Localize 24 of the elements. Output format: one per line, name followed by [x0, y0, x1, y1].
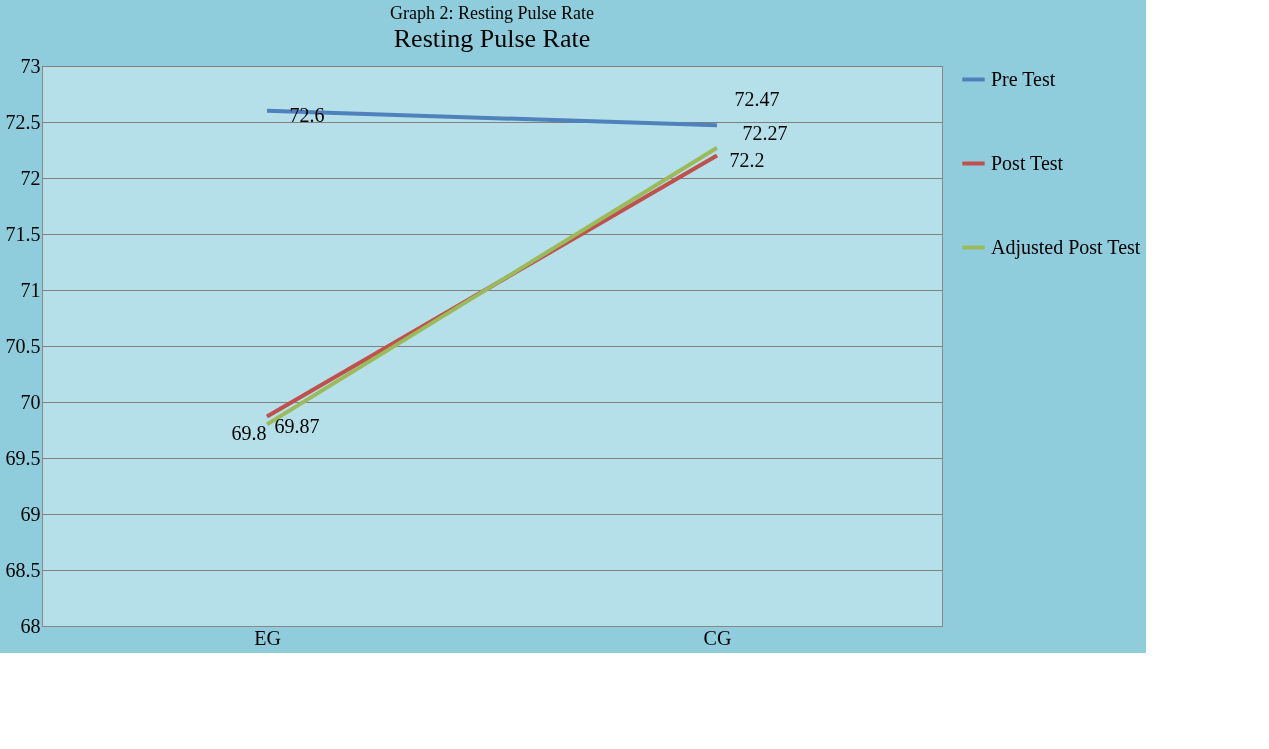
y-tick-label: 72.5: [5, 110, 41, 133]
chart-title: Graph 2: Resting Pulse Rate: [390, 3, 594, 23]
legend-label: Post Test: [991, 151, 1064, 174]
data-label: 72.6: [289, 103, 325, 126]
data-label: 69.87: [274, 414, 320, 437]
data-label: 69.8: [231, 422, 267, 445]
chart-subtitle: Resting Pulse Rate: [393, 24, 591, 53]
y-tick-label: 70: [20, 390, 41, 413]
y-tick-label: 68: [20, 614, 41, 637]
y-tick-label: 68.5: [5, 558, 41, 581]
y-tick-label: 72: [20, 166, 41, 189]
data-label: 72.47: [734, 88, 780, 111]
y-tick-label: 69: [20, 502, 41, 525]
legend-label: Pre Test: [991, 67, 1056, 90]
y-tick-label: 71: [20, 278, 41, 301]
x-tick-label: CG: [703, 626, 732, 649]
data-label: 72.27: [742, 121, 788, 144]
y-tick-label: 69.5: [5, 446, 41, 469]
y-tick-label: 70.5: [5, 334, 41, 357]
legend-label: Adjusted Post Test: [991, 235, 1141, 259]
data-label: 72.2: [729, 148, 765, 171]
y-tick-label: 73: [20, 54, 41, 77]
y-tick-label: 71.5: [5, 222, 41, 245]
x-tick-label: EG: [254, 626, 281, 649]
